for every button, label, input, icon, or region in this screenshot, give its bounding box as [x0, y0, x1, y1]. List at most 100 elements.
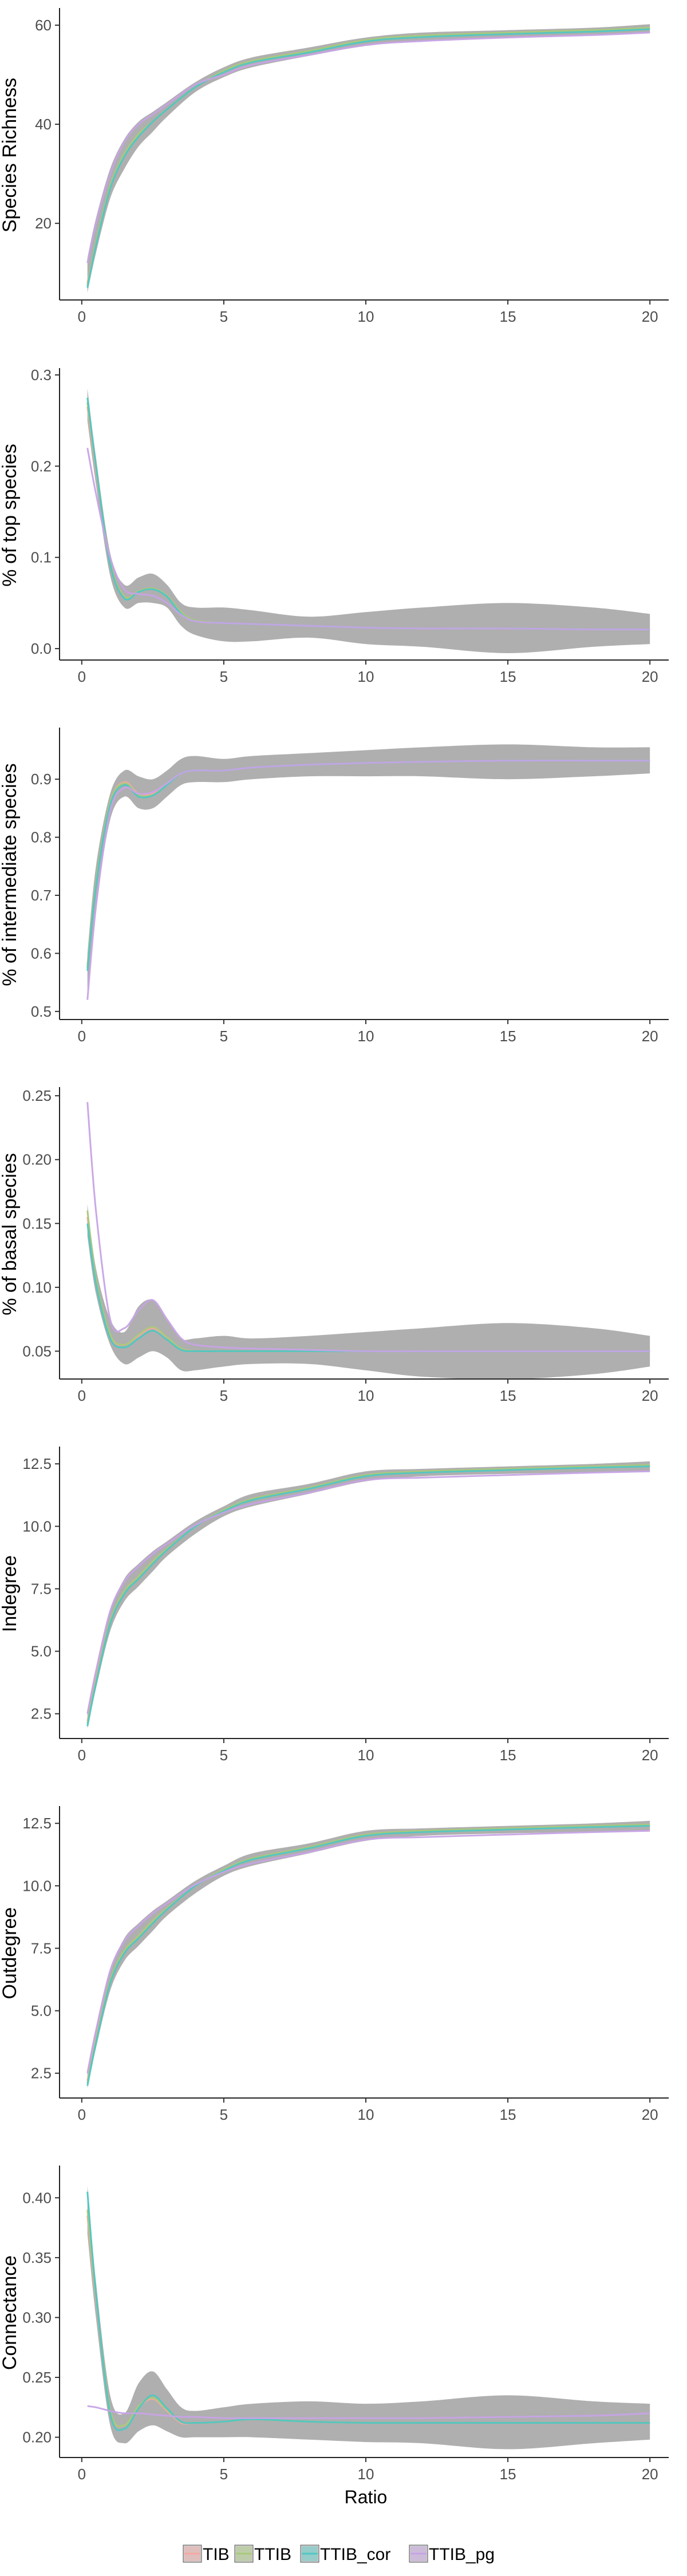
chart-panels: 0 5 10 15 20 20 40 60 Species Richness 0 5 10 15 20 0.… [0, 8, 669, 2507]
x-tick-label: 15 [500, 668, 516, 685]
y-axis-label: Outdegree [0, 1907, 21, 2000]
x-tick-label: 15 [500, 1747, 516, 1764]
y-axis-label: Species Richness [0, 78, 21, 232]
x-tick-label: 0 [78, 2466, 86, 2483]
y-tick-label: 0.7 [31, 887, 52, 904]
y-tick-label: 0.5 [31, 1003, 52, 1020]
x-tick-label: 10 [358, 1747, 374, 1764]
x-tick-label: 20 [642, 1747, 658, 1764]
y-tick-label: 7.5 [31, 1939, 52, 1957]
confidence-band [87, 1204, 650, 1380]
confidence-band [87, 1461, 650, 1729]
x-tick-label: 5 [220, 2466, 228, 2483]
series-line-ttib-pg [86, 1102, 650, 1353]
x-axis-label: Ratio [345, 2487, 388, 2507]
x-tick-label: 20 [642, 2466, 658, 2483]
x-tick-label: 0 [78, 668, 86, 685]
series-line-ttib-pg [86, 760, 650, 1000]
y-tick-label: 0.2 [31, 457, 52, 475]
series-line-ttib-cor [86, 1465, 650, 1726]
x-tick-label: 0 [78, 308, 86, 325]
x-tick-label: 15 [500, 2106, 516, 2123]
x-tick-label: 15 [500, 308, 516, 325]
legend-item-ttib: TTIB [234, 2545, 291, 2564]
y-axis-label: % of basal species [0, 1153, 21, 1315]
x-tick-label: 0 [78, 1747, 86, 1764]
y-tick-label: 2.5 [31, 1705, 52, 1722]
y-tick-label: 0.30 [22, 2309, 52, 2326]
series-line-ttib-cor [86, 2191, 650, 2431]
panel-7: 0 5 10 15 20 0.20 0.25 0.30 0.35 0.40 Connectance R… [0, 2166, 669, 2507]
x-tick-label: 0 [78, 2106, 86, 2123]
y-tick-label: 0.35 [22, 2249, 52, 2266]
y-tick-label: 0.20 [22, 2429, 52, 2446]
panel-1: 0 5 10 15 20 20 40 60 Species Richness [0, 8, 669, 325]
y-tick-label: 0.1 [31, 549, 52, 566]
y-tick-label: 0.0 [31, 640, 52, 657]
legend-label: TIB [203, 2545, 230, 2564]
y-tick-label: 12.5 [22, 1815, 52, 1832]
x-tick-label: 10 [358, 2106, 374, 2123]
legend: TIB TTIB TTIB_cor TTIB_pg [183, 2545, 495, 2564]
y-tick-label: 0.9 [31, 771, 52, 788]
y-tick-label: 0.6 [31, 945, 52, 962]
x-tick-label: 5 [220, 1387, 228, 1404]
y-tick-label: 0.40 [22, 2189, 52, 2206]
series-line-tib [86, 27, 650, 283]
x-tick-label: 5 [220, 2106, 228, 2123]
x-tick-label: 5 [220, 668, 228, 685]
x-tick-label: 10 [358, 308, 374, 325]
y-tick-label: 0.15 [22, 1215, 52, 1232]
y-tick-label: 0.20 [22, 1151, 52, 1168]
legend-item-ttib-cor: TTIB_cor [300, 2545, 390, 2564]
series-line-tib [86, 1465, 650, 1722]
x-tick-label: 5 [220, 1028, 228, 1045]
legend-label: TTIB_cor [320, 2545, 390, 2564]
series-line-ttib-pg [86, 1830, 650, 2073]
series-line-ttib-pg [86, 1470, 650, 1714]
confidence-band [87, 388, 650, 653]
y-tick-label: 10.0 [22, 1518, 52, 1535]
x-tick-label: 0 [78, 1387, 86, 1404]
y-tick-label: 2.5 [31, 2065, 52, 2082]
series-line-ttib-cor [86, 28, 650, 288]
y-tick-label: 12.5 [22, 1455, 52, 1472]
y-axis-label: Connectance [0, 2255, 21, 2370]
y-tick-label: 40 [35, 116, 52, 133]
confidence-band [87, 744, 650, 994]
y-tick-label: 0.8 [31, 829, 52, 846]
x-tick-label: 20 [642, 308, 658, 325]
x-tick-label: 5 [220, 308, 228, 325]
y-tick-label: 20 [35, 215, 52, 232]
confidence-band [87, 24, 650, 293]
y-axis-label: % of top species [0, 444, 21, 586]
legend-item-tib: TIB [183, 2545, 230, 2564]
y-tick-label: 0.10 [22, 1279, 52, 1296]
x-tick-label: 20 [642, 2106, 658, 2123]
panel-4: 0 5 10 15 20 0.05 0.10 0.15 0.20 0.25 % of basal s… [0, 1087, 669, 1404]
x-tick-label: 20 [642, 668, 658, 685]
x-tick-label: 15 [500, 2466, 516, 2483]
y-tick-label: 0.25 [22, 2369, 52, 2386]
x-tick-label: 15 [500, 1387, 516, 1404]
x-tick-label: 5 [220, 1747, 228, 1764]
x-tick-label: 10 [358, 2466, 374, 2483]
x-tick-label: 10 [358, 1387, 374, 1404]
y-tick-label: 60 [35, 17, 52, 34]
x-tick-label: 20 [642, 1028, 658, 1045]
y-axis-label: Indegree [0, 1555, 21, 1632]
x-tick-label: 0 [78, 1028, 86, 1045]
series-line-tib [86, 1825, 650, 2081]
series-line-ttib [86, 1823, 650, 2084]
panel-5: 0 5 10 15 20 2.5 5.0 7.5 10.0 12.5 Indegree [0, 1447, 669, 1764]
x-tick-label: 10 [358, 668, 374, 685]
series-line-ttib [86, 2210, 650, 2428]
x-tick-label: 10 [358, 1028, 374, 1045]
y-axis-label: % of intermediate species [0, 763, 21, 986]
confidence-band [87, 2186, 650, 2449]
legend-label: TTIB [254, 2545, 291, 2564]
legend-label: TTIB_pg [429, 2545, 495, 2564]
y-tick-label: 10.0 [22, 1877, 52, 1894]
series-line-ttib-cor [86, 1825, 650, 2086]
